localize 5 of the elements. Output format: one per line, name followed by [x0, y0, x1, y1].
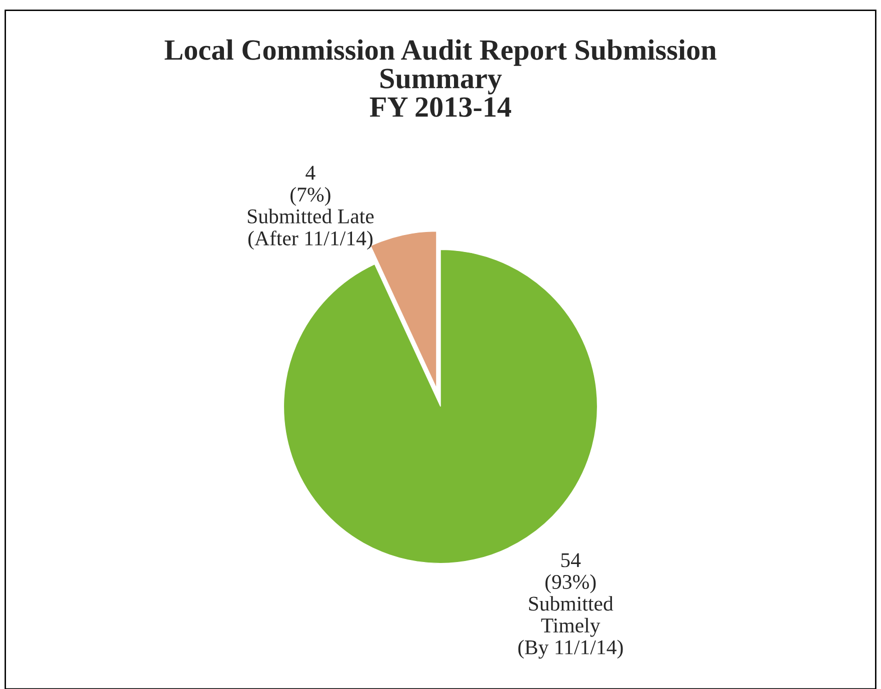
chart-title: Local Commission Audit Report Submission Summary FY 2013-14	[164, 39, 716, 117]
data-label: 54 (93%)	[545, 553, 596, 594]
slice-label: Submitted Timely (By 11/1/14)	[518, 596, 623, 659]
slice-label: Submitted Late (After 11/1/14)	[248, 208, 374, 250]
data-label: 4 (7%)	[290, 166, 330, 206]
